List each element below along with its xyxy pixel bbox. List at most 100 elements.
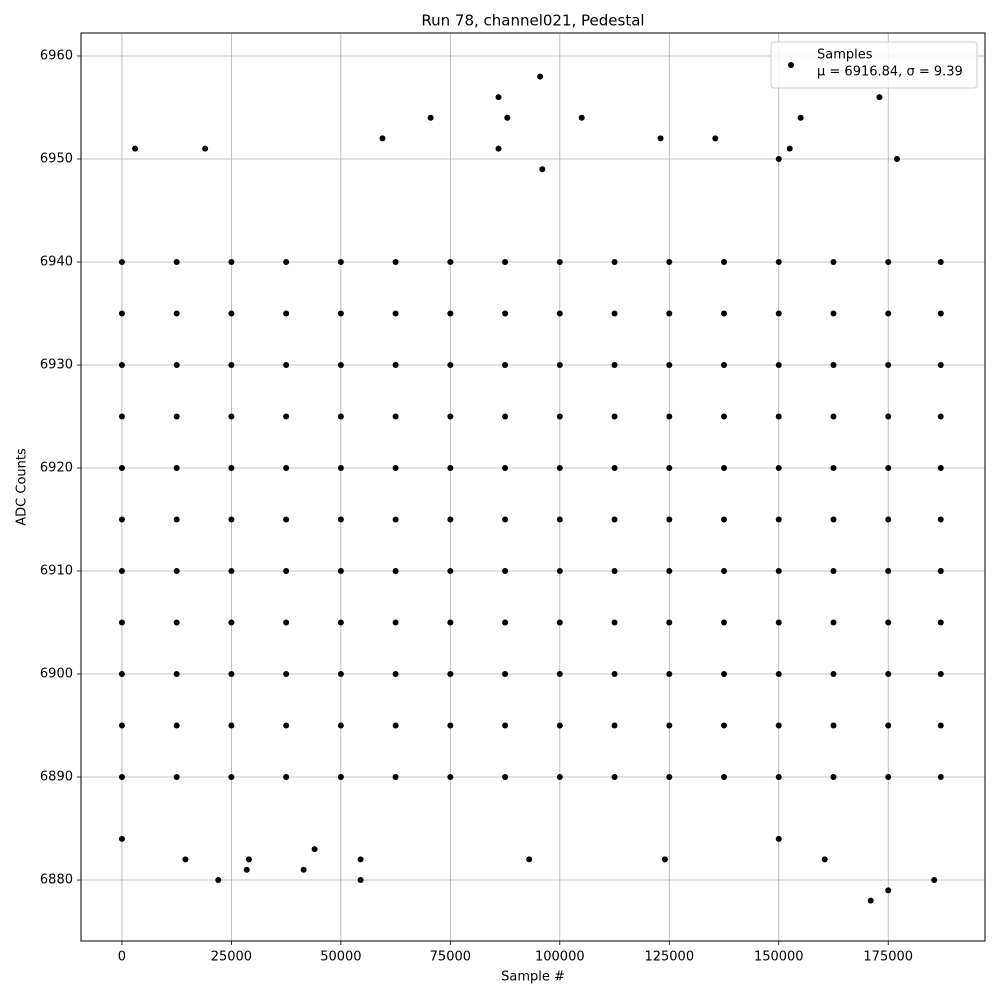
- point: [173, 310, 180, 317]
- point: [118, 568, 125, 575]
- point: [775, 155, 782, 162]
- point: [215, 877, 222, 884]
- point: [337, 310, 344, 317]
- point: [830, 361, 837, 368]
- point: [721, 361, 728, 368]
- point: [392, 258, 399, 265]
- point: [775, 361, 782, 368]
- point: [502, 671, 509, 678]
- point: [502, 516, 509, 523]
- legend-label: Samples: [817, 48, 873, 63]
- point: [537, 73, 544, 80]
- point: [611, 671, 618, 678]
- point: [666, 516, 673, 523]
- point: [721, 774, 728, 781]
- point: [228, 516, 235, 523]
- chart-title: Run 78, channel021, Pedestal: [421, 12, 644, 30]
- point: [502, 310, 509, 317]
- point: [392, 464, 399, 471]
- point: [173, 722, 180, 729]
- point: [502, 464, 509, 471]
- point: [495, 94, 502, 101]
- point: [821, 856, 828, 863]
- point: [118, 774, 125, 781]
- point: [118, 361, 125, 368]
- point: [666, 258, 673, 265]
- point: [379, 135, 386, 142]
- point: [721, 258, 728, 265]
- point: [885, 887, 892, 894]
- x-tick-label: 125000: [644, 950, 694, 965]
- point: [611, 413, 618, 420]
- point: [502, 413, 509, 420]
- point: [666, 671, 673, 678]
- point: [447, 310, 454, 317]
- point: [337, 361, 344, 368]
- point: [118, 310, 125, 317]
- point: [937, 516, 944, 523]
- point: [661, 856, 668, 863]
- point: [830, 310, 837, 317]
- point: [775, 835, 782, 842]
- point: [556, 361, 563, 368]
- x-tick-label: 175000: [863, 950, 913, 965]
- point: [611, 774, 618, 781]
- point: [337, 413, 344, 420]
- x-tick-label: 0: [118, 950, 126, 965]
- point: [721, 413, 728, 420]
- point: [337, 568, 344, 575]
- point: [721, 310, 728, 317]
- point: [556, 722, 563, 729]
- point: [228, 619, 235, 626]
- y-tick-label: 6880: [40, 873, 73, 888]
- point: [447, 258, 454, 265]
- point: [830, 619, 837, 626]
- x-tick-label: 50000: [320, 950, 361, 965]
- point: [447, 464, 454, 471]
- point: [118, 722, 125, 729]
- point: [931, 877, 938, 884]
- point: [556, 464, 563, 471]
- point: [337, 258, 344, 265]
- point: [182, 856, 189, 863]
- point: [937, 619, 944, 626]
- point: [775, 258, 782, 265]
- point: [721, 464, 728, 471]
- point: [357, 856, 364, 863]
- point: [526, 856, 533, 863]
- point: [502, 722, 509, 729]
- point: [721, 619, 728, 626]
- point: [118, 413, 125, 420]
- point: [447, 516, 454, 523]
- point: [337, 516, 344, 523]
- point: [173, 619, 180, 626]
- point: [495, 145, 502, 152]
- point: [830, 568, 837, 575]
- point: [337, 671, 344, 678]
- point: [775, 619, 782, 626]
- point: [556, 619, 563, 626]
- point: [118, 464, 125, 471]
- point: [245, 856, 252, 863]
- point: [447, 619, 454, 626]
- point: [447, 774, 454, 781]
- point: [118, 258, 125, 265]
- point: [311, 846, 318, 853]
- point: [885, 361, 892, 368]
- point: [666, 464, 673, 471]
- point: [337, 464, 344, 471]
- point: [611, 361, 618, 368]
- point: [392, 516, 399, 523]
- point: [173, 774, 180, 781]
- x-tick-label: 100000: [535, 950, 585, 965]
- point: [775, 671, 782, 678]
- point: [611, 619, 618, 626]
- point: [502, 258, 509, 265]
- point: [556, 413, 563, 420]
- point: [392, 671, 399, 678]
- point: [885, 671, 892, 678]
- point: [830, 774, 837, 781]
- point: [337, 774, 344, 781]
- point: [283, 671, 290, 678]
- point: [937, 258, 944, 265]
